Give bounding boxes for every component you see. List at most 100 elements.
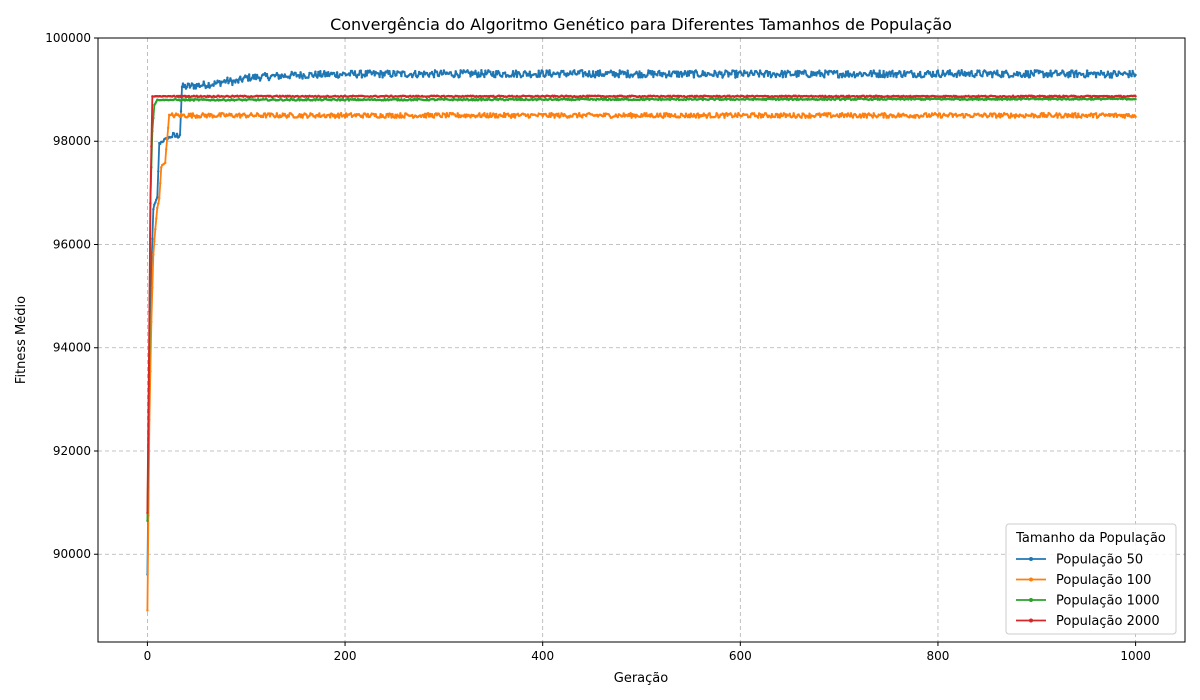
data-point xyxy=(865,116,869,119)
data-point xyxy=(285,116,288,119)
data-point xyxy=(793,73,796,76)
data-point xyxy=(874,72,877,75)
data-point xyxy=(557,112,560,115)
data-point xyxy=(518,73,522,76)
data-point xyxy=(890,113,893,117)
data-point xyxy=(238,112,241,115)
data-point xyxy=(829,112,832,115)
data-point xyxy=(382,71,385,75)
data-point xyxy=(194,116,198,119)
data-point xyxy=(189,84,193,88)
data-point xyxy=(297,74,300,77)
data-point xyxy=(1029,115,1033,118)
data-point xyxy=(541,70,544,73)
data-point xyxy=(778,116,782,119)
data-point xyxy=(332,113,336,117)
data-point xyxy=(266,76,270,80)
data-point xyxy=(581,69,584,72)
data-point xyxy=(764,112,768,115)
data-point xyxy=(319,69,322,73)
data-point xyxy=(234,81,237,84)
data-point xyxy=(1016,74,1020,77)
y-tick-label: 90000 xyxy=(53,547,91,561)
data-point xyxy=(1126,73,1129,76)
data-point xyxy=(614,71,618,75)
data-point xyxy=(961,112,964,116)
data-point xyxy=(930,75,934,78)
data-point xyxy=(626,115,629,118)
data-point xyxy=(1031,113,1035,116)
data-point xyxy=(749,115,752,119)
data-point xyxy=(765,69,769,73)
data-point xyxy=(703,71,706,74)
data-point xyxy=(188,114,192,118)
data-point xyxy=(148,310,151,313)
data-point xyxy=(1080,116,1083,119)
data-point xyxy=(916,72,920,76)
data-point xyxy=(591,70,595,73)
data-point xyxy=(884,113,887,116)
data-point xyxy=(278,114,282,117)
data-point xyxy=(364,113,367,116)
data-point xyxy=(726,70,729,74)
data-point xyxy=(756,116,760,119)
data-point xyxy=(921,115,925,118)
data-point xyxy=(902,112,905,116)
data-point xyxy=(556,114,559,118)
data-point xyxy=(704,113,707,117)
data-point xyxy=(383,74,386,77)
data-point xyxy=(847,75,851,78)
data-point xyxy=(631,75,634,78)
data-point xyxy=(749,69,753,73)
data-point xyxy=(1072,71,1075,75)
data-point xyxy=(825,112,828,115)
data-point xyxy=(882,69,885,73)
data-point xyxy=(1025,74,1029,78)
data-point xyxy=(1114,112,1118,115)
data-point xyxy=(204,113,207,116)
data-point xyxy=(577,70,580,73)
data-point xyxy=(244,113,247,117)
data-point xyxy=(534,72,537,76)
data-point xyxy=(1055,69,1058,73)
data-point xyxy=(733,69,736,73)
data-point xyxy=(342,113,346,117)
data-point xyxy=(170,112,174,115)
data-point xyxy=(760,113,764,116)
data-point xyxy=(616,115,619,119)
data-point xyxy=(366,112,369,116)
data-point xyxy=(822,113,825,117)
data-point xyxy=(1026,70,1030,73)
data-point xyxy=(203,115,206,118)
data-point xyxy=(236,78,239,82)
data-point xyxy=(1073,75,1076,79)
data-point xyxy=(1107,112,1111,116)
data-point xyxy=(437,74,441,78)
data-point xyxy=(826,70,829,73)
data-point xyxy=(403,70,406,74)
data-point xyxy=(455,115,458,118)
data-point xyxy=(1110,76,1114,79)
data-point xyxy=(1014,73,1018,77)
data-point xyxy=(1109,72,1113,75)
data-point xyxy=(770,74,774,77)
data-point xyxy=(413,71,416,75)
data-point xyxy=(263,71,267,75)
data-point xyxy=(393,116,396,119)
data-point xyxy=(887,116,890,119)
data-point xyxy=(611,73,615,77)
data-point xyxy=(379,112,382,116)
data-point xyxy=(823,112,826,115)
data-point xyxy=(716,113,719,116)
data-point xyxy=(622,72,625,76)
data-point xyxy=(529,75,533,79)
data-point xyxy=(469,75,472,78)
data-point xyxy=(926,69,930,73)
data-point xyxy=(349,112,353,115)
data-point xyxy=(380,71,383,74)
data-point xyxy=(536,114,539,118)
data-point xyxy=(998,112,1001,115)
data-point xyxy=(812,71,815,74)
data-point xyxy=(219,115,222,118)
data-point xyxy=(818,112,821,115)
